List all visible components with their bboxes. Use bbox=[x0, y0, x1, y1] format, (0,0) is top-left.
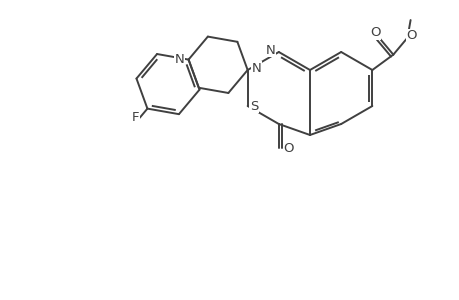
Text: N: N bbox=[265, 44, 275, 56]
Text: O: O bbox=[369, 26, 380, 39]
Text: S: S bbox=[249, 100, 257, 112]
Text: N: N bbox=[174, 53, 184, 66]
Text: O: O bbox=[283, 142, 293, 154]
Text: O: O bbox=[405, 29, 416, 42]
Text: N: N bbox=[251, 61, 261, 74]
Text: F: F bbox=[132, 111, 140, 124]
